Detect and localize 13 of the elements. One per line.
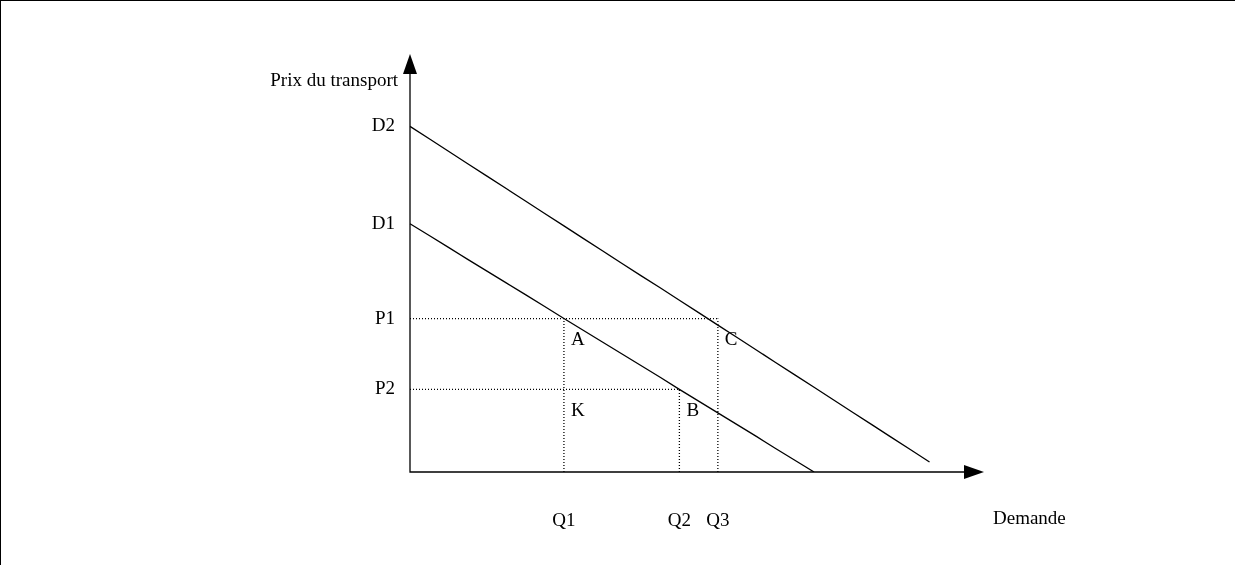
x-tick-label: Q2 <box>667 509 691 531</box>
x-axis-title: Demande <box>993 507 1066 529</box>
series-label: P1 <box>374 306 395 328</box>
series-label: D1 <box>371 211 395 233</box>
annotation: A <box>570 328 585 350</box>
annotation: C <box>724 328 738 350</box>
annotation: K <box>570 398 585 420</box>
y-axis-title: Prix du transport <box>270 69 399 90</box>
series-label: P2 <box>374 377 395 399</box>
x-tick-label: Q1 <box>552 509 576 531</box>
series-label: D2 <box>371 114 395 136</box>
x-tick-label: Q3 <box>706 509 730 531</box>
annotation: B <box>686 398 700 420</box>
